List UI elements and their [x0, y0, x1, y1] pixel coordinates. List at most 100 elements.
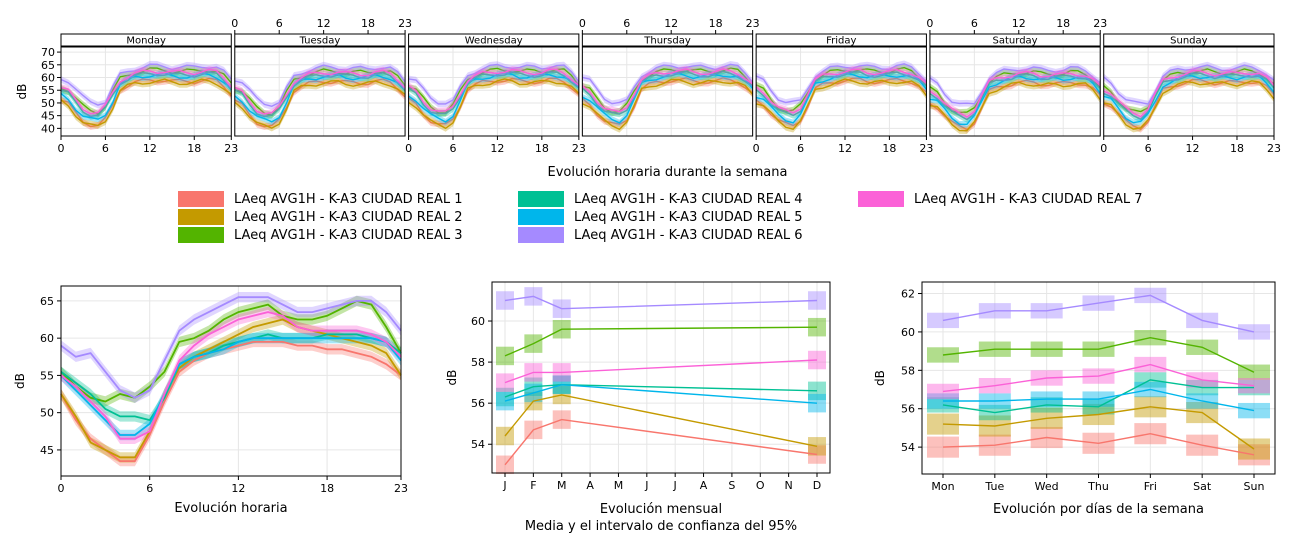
series-line	[234, 64, 406, 108]
x-tick-label: 18	[320, 482, 334, 495]
panel-frame	[408, 46, 580, 137]
x-tick-label: 23	[224, 142, 238, 155]
legend-item: LAeq AVG1H - K-A3 CIUDAD REAL 3	[178, 226, 463, 244]
ci-band	[408, 65, 579, 117]
series-line	[60, 296, 402, 399]
legend-label: LAeq AVG1H - K-A3 CIUDAD REAL 5	[574, 209, 803, 225]
series-line	[60, 337, 402, 436]
series-line	[408, 68, 580, 112]
y-tick-label: 55	[40, 369, 54, 382]
x-tick-label: Mon	[931, 480, 954, 493]
legend-label: LAeq AVG1H - K-A3 CIUDAD REAL 1	[234, 191, 463, 207]
y-tick-label: 60	[40, 332, 54, 345]
series-line	[234, 69, 406, 115]
ci-box	[927, 413, 959, 435]
legend-swatch	[178, 209, 224, 225]
series-line	[504, 418, 818, 466]
panel: Saturday 0 6 12 18 23	[926, 17, 1107, 137]
series-line	[234, 73, 406, 123]
ci-band	[1103, 77, 1274, 133]
y-tick-label: 45	[41, 110, 55, 123]
legend-label: LAeq AVG1H - K-A3 CIUDAD REAL 7	[914, 191, 1143, 207]
x-tick-label: J	[644, 479, 648, 492]
ci-band	[929, 72, 1101, 128]
legend-swatch	[178, 191, 224, 207]
panel: Monday 0 6 12 18 23	[58, 33, 238, 155]
x-tick-label: 23	[572, 142, 586, 155]
series-line	[504, 383, 818, 398]
series-line	[1103, 69, 1275, 118]
ci-box	[496, 387, 514, 407]
ci-band	[929, 63, 1101, 108]
x-tick-label: M	[557, 479, 567, 492]
x-tick-label: 18	[535, 142, 549, 155]
monthly-chart: J F M A M J J A S O N D 54 56 58 60 dB Evolución mensual M…	[445, 281, 831, 534]
panel-frame	[234, 46, 406, 137]
ci-box	[496, 346, 514, 366]
panel-title: Friday	[826, 36, 856, 47]
series-line	[929, 79, 1101, 131]
panel-strip	[408, 33, 580, 47]
ci-band	[582, 74, 753, 128]
x-tick-label: 0	[405, 142, 412, 155]
legend-swatch	[518, 191, 564, 207]
x-tick-label: 6	[276, 17, 283, 30]
plot-frame	[491, 281, 831, 474]
panel: Wednesday 0 6 12 18 23	[405, 33, 586, 155]
series-line	[755, 77, 927, 127]
ci-band	[582, 65, 753, 115]
panel-title: Sunday	[1170, 36, 1207, 47]
panel-title: Saturday	[993, 36, 1038, 47]
x-tick-label: 23	[398, 17, 412, 30]
x-tick-label: D	[813, 479, 821, 492]
x-tick-label: Tue	[984, 480, 1004, 493]
series-line	[755, 71, 927, 117]
series-line	[929, 70, 1101, 118]
series-line	[60, 68, 232, 115]
series-line	[504, 359, 818, 384]
x-tick-label: Wed	[1035, 480, 1059, 493]
panel-title: Monday	[126, 36, 166, 47]
series-line	[942, 336, 1255, 373]
ci-band	[234, 77, 406, 132]
ci-box	[496, 373, 514, 392]
ci-band	[234, 61, 406, 110]
x-tick-label: Sat	[1193, 480, 1212, 493]
y-tick-label: 40	[41, 122, 55, 135]
ci-box	[808, 381, 826, 401]
legend-label: LAeq AVG1H - K-A3 CIUDAD REAL 2	[234, 209, 463, 225]
y-axis-label: dB	[445, 370, 459, 386]
x-tick-label: 23	[1093, 17, 1107, 30]
x-tick-label: 6	[449, 142, 456, 155]
panel-strip	[755, 33, 927, 47]
x-tick-label: 0	[231, 17, 238, 30]
x-tick-label: 18	[1230, 142, 1244, 155]
y-axis-label: dB	[873, 370, 887, 386]
panel-frame	[581, 46, 754, 137]
series-line	[234, 68, 406, 116]
x-tick-label: 12	[231, 482, 245, 495]
x-tick-label: 12	[1186, 142, 1200, 155]
legend-swatch	[178, 227, 224, 243]
x-tick-label: 12	[317, 17, 331, 30]
plot-frame	[60, 285, 402, 477]
x-tick-label: O	[756, 479, 765, 492]
series-line	[943, 388, 1255, 412]
y-tick-label: 54	[901, 441, 915, 454]
y-tick-label: 60	[901, 326, 915, 339]
ci-band	[1103, 61, 1274, 108]
ci-band	[756, 74, 927, 129]
y-tick-label: 50	[40, 407, 54, 420]
x-tick-label: Fri	[1144, 480, 1157, 493]
x-tick-label: 6	[971, 17, 978, 30]
ci-band	[756, 66, 927, 117]
x-tick-label: 6	[623, 17, 630, 30]
series-line	[581, 68, 753, 113]
x-tick-label: N	[785, 479, 793, 492]
panel-title: Wednesday	[465, 36, 523, 47]
series-line	[755, 78, 927, 130]
x-tick-label: 0	[579, 17, 586, 30]
series-line	[581, 77, 753, 125]
